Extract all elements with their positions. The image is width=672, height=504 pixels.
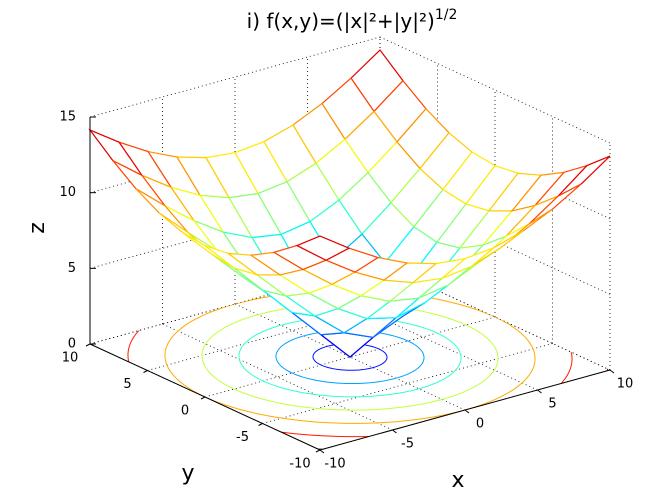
x-tick-label: -10 (324, 457, 345, 472)
y-tick (315, 449, 321, 453)
x-tick (609, 369, 615, 374)
x-tick-label: -5 (401, 437, 414, 452)
title-main: i) f(x,y)=(|x|²+|y|²) (247, 9, 435, 33)
grid-line (262, 343, 553, 424)
y-tick (85, 343, 91, 347)
x-tick (319, 449, 325, 454)
z-tick-label: 5 (68, 261, 76, 276)
y-tick-label: -5 (236, 430, 249, 445)
axes: 0 5 10 15 -10 -5 0 5 10 -10 -5 0 5 10 (59, 110, 633, 472)
z-tick-label: 15 (59, 110, 76, 125)
y-tick-label: 10 (62, 351, 79, 366)
title-exponent: 1/2 (435, 7, 458, 23)
x-tick (537, 389, 542, 394)
x-tick-label: 5 (548, 397, 556, 412)
y-tick (200, 396, 206, 400)
y-tick-label: 0 (181, 404, 189, 419)
y-tick-label: -10 (289, 457, 310, 472)
chart-title: i) f(x,y)=(|x|²+|y|²)1/2 (247, 7, 458, 33)
z-axis-label: z (25, 222, 50, 234)
y-tick (258, 423, 263, 426)
x-tick-label: 0 (476, 417, 484, 432)
y-axis-label: y (181, 461, 194, 486)
mesh (88, 49, 611, 359)
z-tick-label: 10 (59, 185, 76, 200)
x-tick (464, 409, 470, 414)
z-tick-label: 0 (68, 337, 76, 352)
x-tick (392, 429, 397, 434)
x-axis-label: x (451, 468, 464, 493)
x-tick-label: 10 (617, 377, 634, 392)
y-tick-label: 5 (123, 377, 131, 392)
y-tick (143, 370, 148, 373)
mesh-cell (295, 235, 351, 261)
